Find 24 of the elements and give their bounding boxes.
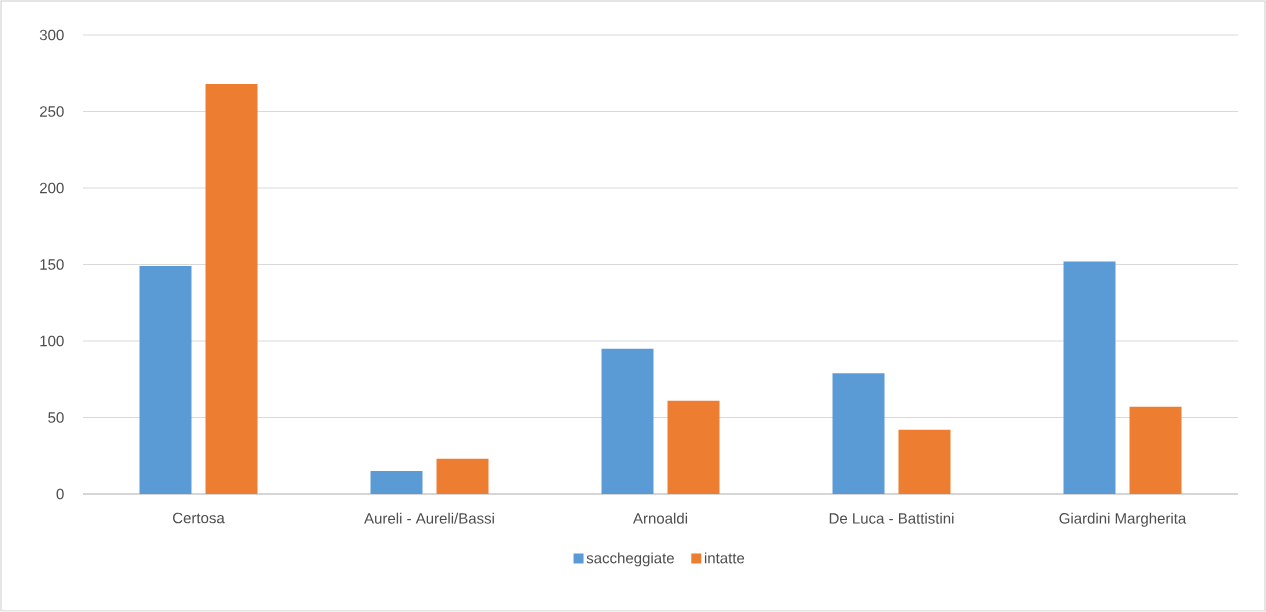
legend-label: intatte [704,552,745,564]
y-tick-label: 0 [56,488,64,500]
bar [667,400,720,494]
bar [205,83,258,494]
x-tick-label: Arnoaldi [633,512,687,524]
y-tick-label: 100 [40,335,64,347]
y-tick-label: 150 [40,259,64,270]
y-tick-label: 200 [40,182,64,194]
bar [601,348,654,494]
x-tick-label: Aureli - Aureli/Bassi [364,512,494,524]
x-tick-label: Giardini Margherita [1059,512,1187,527]
y-tick-label: 300 [39,29,64,41]
x-tick-label: De Luca - Battistini [829,512,954,524]
y-tick-label: 250 [40,106,64,117]
x-tick-label: Certosa [173,512,225,524]
bar [1063,261,1116,494]
bar [1129,406,1182,494]
bar [832,373,885,494]
y-tick-label: 50 [48,412,64,423]
legend-label: saccheggiate [586,552,674,567]
bar [139,266,192,494]
bar [436,458,489,494]
bar [370,471,423,494]
bar [898,429,951,494]
